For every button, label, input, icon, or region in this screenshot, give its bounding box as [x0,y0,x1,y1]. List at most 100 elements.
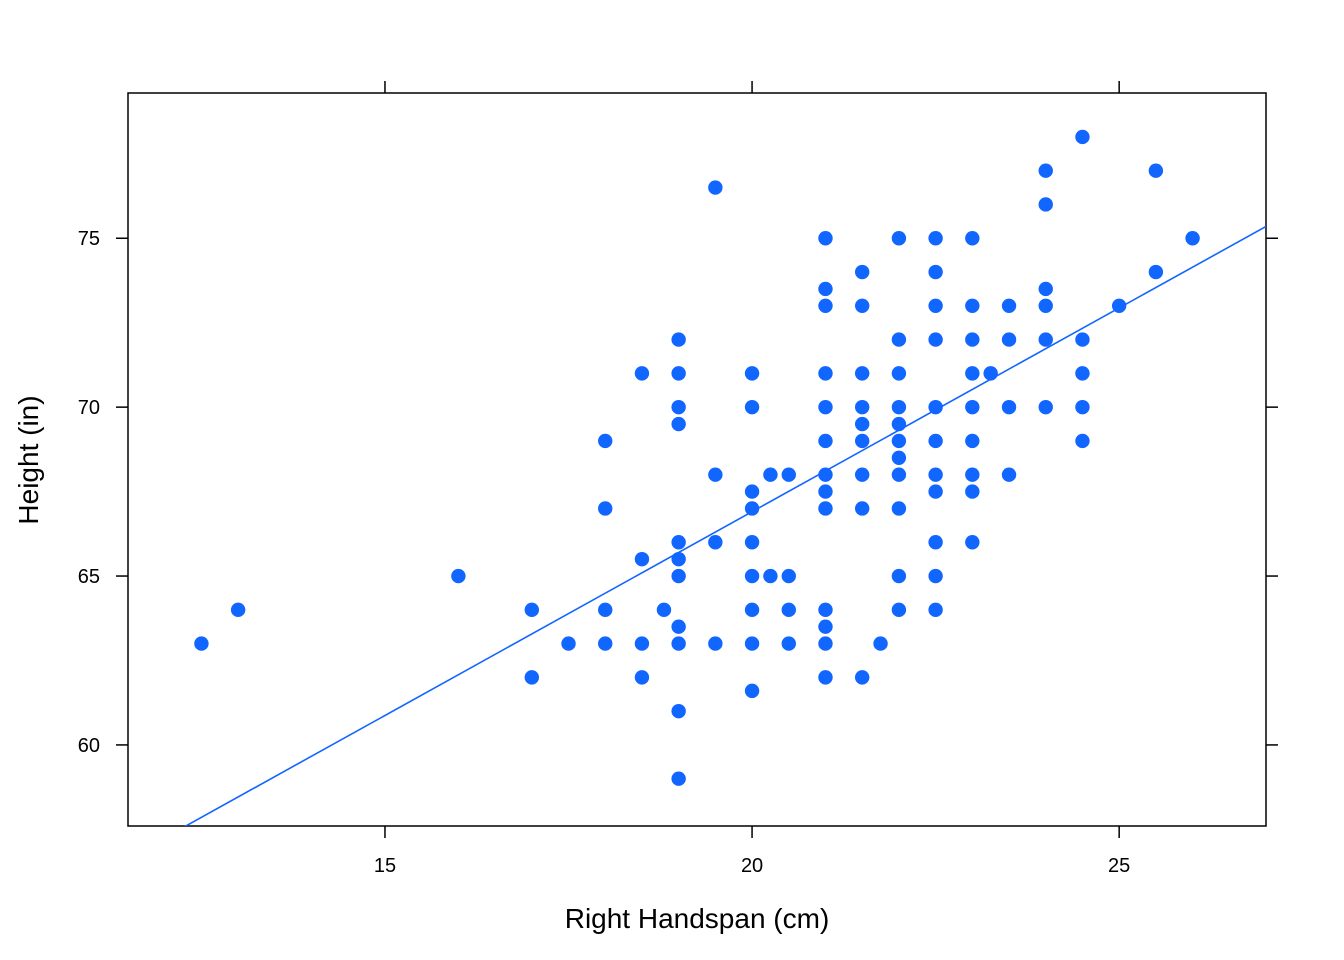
y-axis-ticks: 60 65 70 75 [78,228,1278,757]
data-point [818,467,833,482]
data-point [671,416,686,432]
data-point [598,602,613,618]
data-point [965,535,980,550]
data-point [891,231,907,246]
data-point [891,366,907,381]
data-point [744,602,760,618]
data-point [928,332,943,347]
data-point [524,602,540,618]
data-point [891,568,907,584]
data-point [854,366,870,381]
data-point [965,298,980,314]
data-point [744,484,760,499]
data-point [891,467,907,482]
data-point [928,568,943,584]
data-point [744,535,760,550]
y-axis-title: Height (in) [13,395,44,524]
data-point [634,670,650,685]
data-point [873,636,888,651]
data-point [891,433,907,449]
data-point [598,501,613,516]
data-point [1001,298,1017,314]
data-point [744,683,760,699]
data-point [781,568,796,584]
data-point [891,501,907,516]
data-point [818,619,833,634]
data-point [1075,399,1090,415]
data-point [1038,281,1053,297]
data-point [656,602,672,618]
data-point [1001,467,1017,482]
data-point [928,433,943,449]
data-point [708,180,723,195]
x-tick-label: 15 [374,855,396,877]
data-point [1185,231,1200,246]
data-point [928,484,943,499]
regression-line-layer [184,225,1266,826]
data-point [744,568,760,584]
data-point [965,231,980,246]
data-point [781,602,796,618]
data-point [671,332,686,347]
data-point [744,399,760,415]
data-point [634,636,650,651]
data-point [1075,332,1090,347]
data-point [744,366,760,381]
data-point [965,433,980,449]
y-tick-label: 60 [78,735,100,757]
data-point [1038,298,1053,314]
data-point [818,636,833,651]
data-point [598,433,613,449]
data-point [524,670,540,685]
data-point [965,467,980,482]
y-tick-label: 70 [78,397,100,419]
data-point [928,298,943,314]
data-point [671,366,686,381]
data-point [818,231,833,246]
data-point [818,399,833,415]
data-point [1001,399,1017,415]
data-point [1038,399,1053,415]
data-point [965,484,980,499]
data-point [891,602,907,618]
data-point [928,231,943,246]
data-point [928,467,943,482]
data-point [634,366,650,381]
data-point [965,366,980,381]
y-tick-label: 75 [78,228,100,250]
data-point [708,535,723,550]
data-point [708,636,723,651]
y-tick-label: 65 [78,566,100,588]
data-point [818,670,833,685]
data-point [891,450,907,466]
regression-line [184,225,1266,826]
data-point [854,501,870,516]
data-point [194,636,209,651]
data-point [854,399,870,415]
data-point [965,399,980,415]
data-point [818,501,833,516]
data-point [598,636,613,651]
x-tick-label: 25 [1108,855,1130,877]
data-point [1038,197,1053,212]
data-point [854,467,870,482]
data-point [928,399,943,415]
data-point [763,568,778,584]
data-point [854,433,870,449]
data-point [928,264,943,280]
data-point [671,771,686,786]
data-point [818,281,833,297]
data-point [781,636,796,651]
data-point [891,416,907,432]
data-point [854,298,870,314]
data-point [1001,332,1017,347]
data-point [965,332,980,347]
data-points [194,129,1200,786]
data-point [634,551,650,567]
data-point [854,264,870,280]
data-point [763,467,778,482]
data-point [854,416,870,432]
data-point [708,467,723,482]
plot-frame [127,92,1267,827]
data-point [1111,298,1127,314]
